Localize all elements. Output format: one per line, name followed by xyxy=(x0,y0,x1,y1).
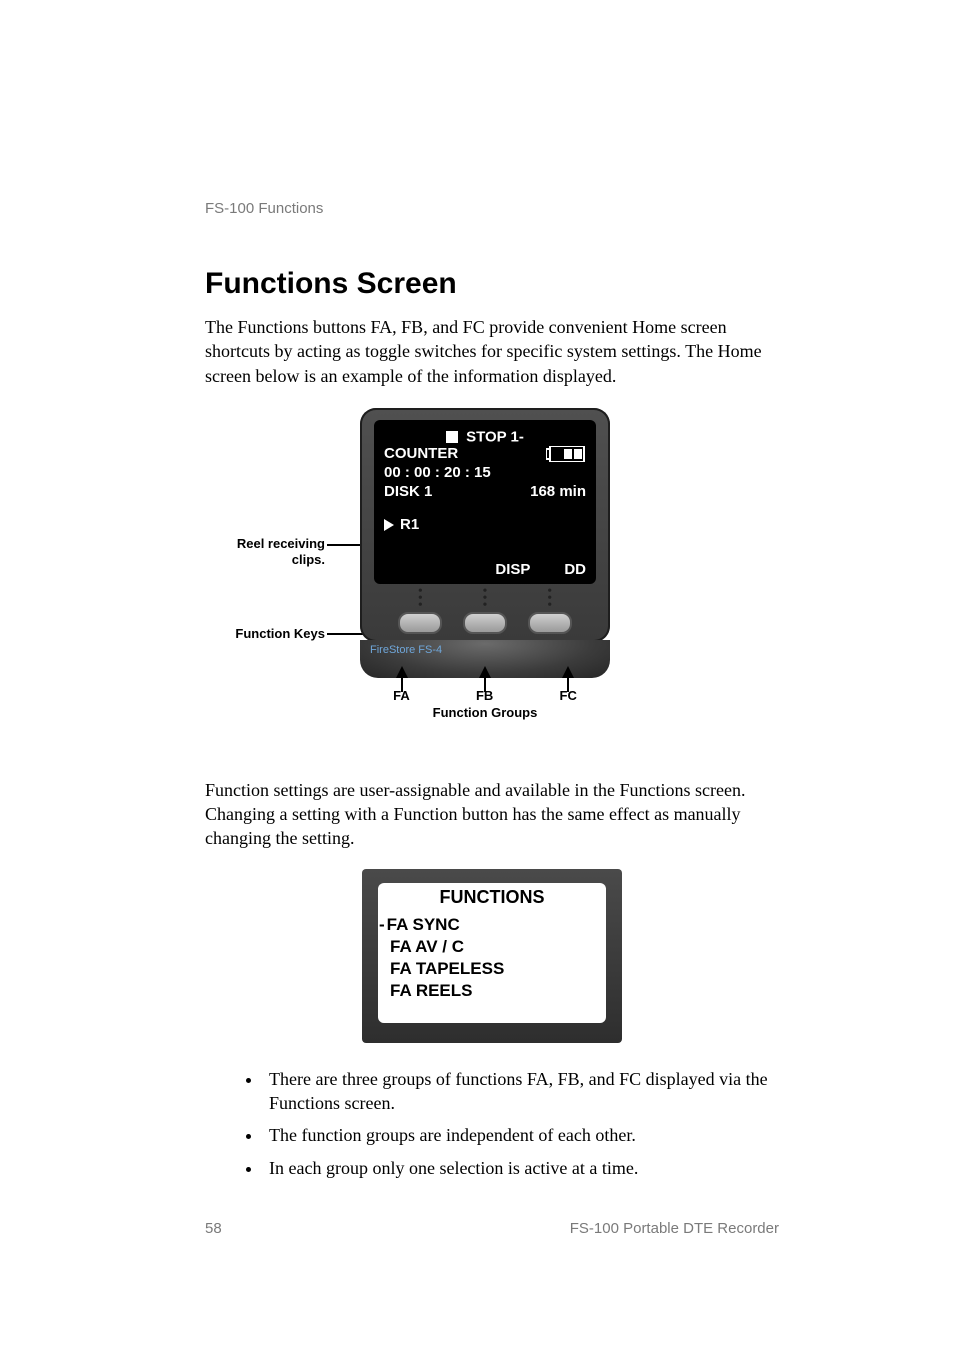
fn-groups-caption: Function Groups xyxy=(360,705,610,720)
fn-arrows: FA FB FC Function Groups xyxy=(360,664,610,720)
function-key-fb[interactable] xyxy=(463,612,507,634)
functions-menu-screen: FUNCTIONS FA SYNC FA AV / C FA TAPELESS … xyxy=(378,883,606,1023)
reel-indicator: R1 xyxy=(400,516,419,533)
key-dots: ••• xyxy=(528,588,572,609)
mid-paragraph: Function settings are user-assignable an… xyxy=(205,778,779,851)
fn-label-fa: FA xyxy=(393,688,410,703)
lcd-screen: STOP 1- COUNTER 00 : 00 : 20 : 15 DISK 1 xyxy=(374,420,596,584)
functions-menu-title: FUNCTIONS xyxy=(378,887,606,908)
fn-label-fc: FC xyxy=(560,688,577,703)
home-screen-figure: Reel receiving clips. Function Keys STOP… xyxy=(205,408,779,748)
functions-menu-item[interactable]: FA TAPELESS xyxy=(378,958,606,980)
functions-menu-item[interactable]: FA AV / C xyxy=(378,936,606,958)
footer-title: FS-100 Portable DTE Recorder xyxy=(570,1220,779,1237)
key-dots: ••• xyxy=(398,588,442,609)
intro-paragraph: The Functions buttons FA, FB, and FC pro… xyxy=(205,315,779,388)
callout-reel-l2: clips. xyxy=(292,552,325,567)
running-header: FS-100 Functions xyxy=(205,200,779,217)
function-keys-row: ••• ••• ••• xyxy=(374,584,596,636)
stop-label: STOP 1- xyxy=(466,428,524,445)
dd-label: DD xyxy=(564,561,586,578)
battery-icon xyxy=(546,446,586,462)
function-key-fc[interactable] xyxy=(528,612,572,634)
disp-label: DISP xyxy=(495,561,530,578)
callout-reel-l1: Reel receiving xyxy=(237,536,325,551)
timecode: 00 : 00 : 20 : 15 xyxy=(384,464,586,483)
function-key-fa[interactable] xyxy=(398,612,442,634)
time-remaining: 168 min xyxy=(530,483,586,502)
bullet-item: In each group only one selection is acti… xyxy=(263,1156,779,1180)
stop-icon xyxy=(446,431,458,443)
device-logo: FireStore FS-4 xyxy=(370,644,442,656)
callout-reel: Reel receiving clips. xyxy=(205,536,325,569)
functions-menu-figure: FUNCTIONS FA SYNC FA AV / C FA TAPELESS … xyxy=(362,869,622,1043)
key-dots: ••• xyxy=(463,588,507,609)
callout-fnkeys: Function Keys xyxy=(205,626,325,642)
functions-menu-item[interactable]: FA SYNC xyxy=(378,914,606,936)
disk-label: DISK 1 xyxy=(384,483,432,502)
bullet-item: The function groups are independent of e… xyxy=(263,1123,779,1147)
functions-menu-item[interactable]: FA REELS xyxy=(378,980,606,1002)
bullet-item: There are three groups of functions FA, … xyxy=(263,1067,779,1116)
fn-label-fb: FB xyxy=(476,688,493,703)
play-icon xyxy=(384,519,394,531)
device-mockup: STOP 1- COUNTER 00 : 00 : 20 : 15 DISK 1 xyxy=(360,408,610,678)
bullet-list: There are three groups of functions FA, … xyxy=(205,1067,779,1180)
page-number: 58 xyxy=(205,1220,222,1237)
page-title: Functions Screen xyxy=(205,267,779,301)
